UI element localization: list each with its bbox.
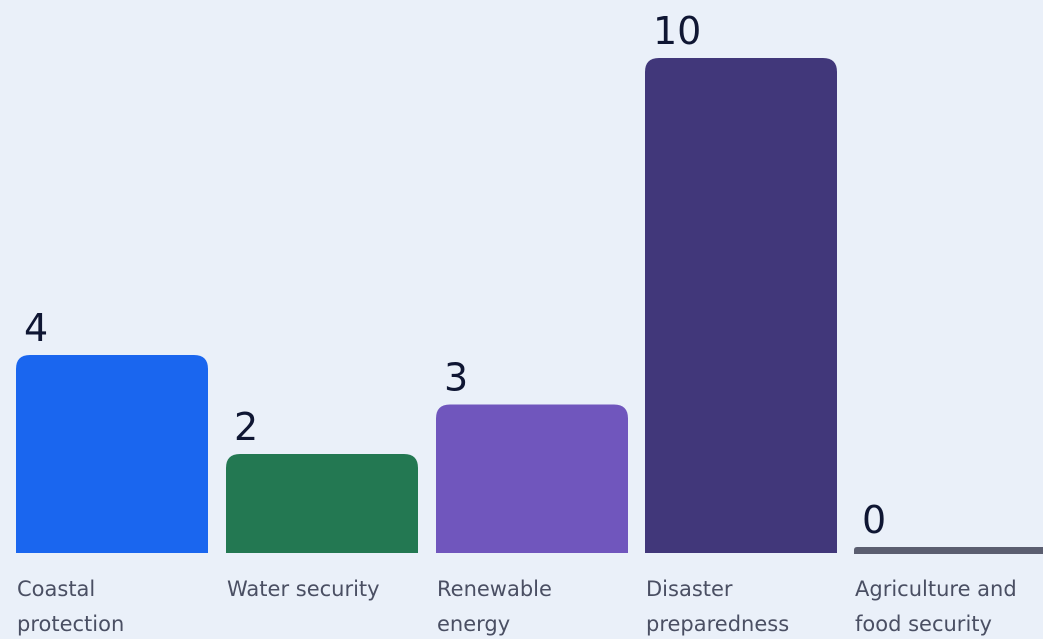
category-label-agriculture-and-food-security-line-1: Agriculture and xyxy=(855,577,1017,601)
category-label-renewable-energy-line-1: Renewable xyxy=(437,577,552,601)
bar-disaster-preparedness xyxy=(645,58,837,553)
bar-coastal-protection xyxy=(16,355,208,553)
value-label-renewable-energy: 3 xyxy=(444,356,468,400)
value-label-agriculture-and-food-security: 0 xyxy=(862,498,886,542)
category-label-disaster-preparedness-line-2: preparedness xyxy=(646,612,789,636)
category-label-water-security: Water security xyxy=(227,577,380,601)
bar-agriculture-and-food-security xyxy=(854,547,1043,554)
category-label-coastal-protection-line-2: protection xyxy=(17,612,124,636)
category-label-renewable-energy-line-2: energy xyxy=(437,612,510,636)
category-label-disaster-preparedness-line-1: Disaster xyxy=(646,577,733,601)
category-label-agriculture-and-food-security-line-2: food security xyxy=(855,612,992,636)
value-label-water-security: 2 xyxy=(234,405,258,449)
bar-renewable-energy xyxy=(436,404,628,553)
value-label-disaster-preparedness: 10 xyxy=(653,9,701,53)
category-label-coastal-protection-line-1: Coastal xyxy=(17,577,95,601)
value-label-coastal-protection: 4 xyxy=(24,306,48,350)
bar-water-security xyxy=(226,454,418,553)
